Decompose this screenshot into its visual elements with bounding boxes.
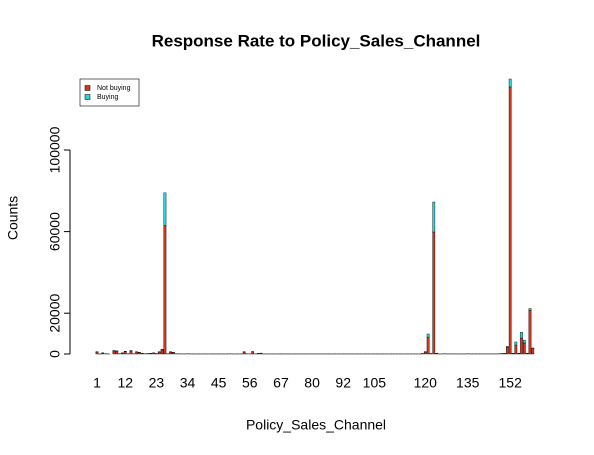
x-tick-label: 34 xyxy=(180,375,196,391)
legend-swatch xyxy=(84,85,91,91)
x-tick-label: 12 xyxy=(118,375,134,391)
bar-segment xyxy=(528,309,532,355)
x-tick-label: 23 xyxy=(149,375,165,391)
legend-box xyxy=(79,78,140,107)
x-tick-label: 56 xyxy=(242,375,258,391)
x-axis-label: Policy_Sales_Channel xyxy=(246,417,386,433)
x-tick-label: 152 xyxy=(499,375,523,391)
bar-segment xyxy=(528,308,532,311)
bar-segment xyxy=(426,333,430,338)
y-tick-label: 100000 xyxy=(47,126,63,173)
bar-segment xyxy=(508,78,512,88)
chart-title: Response Rate to Policy_Sales_Channel xyxy=(152,31,481,50)
bar-segment xyxy=(520,331,523,339)
y-axis-label: Counts xyxy=(5,196,21,240)
bar-segment xyxy=(115,350,119,355)
bar-segment xyxy=(514,341,518,346)
legend-label: Not buying xyxy=(97,85,131,92)
bar-segment xyxy=(163,225,167,355)
x-tick-label: 92 xyxy=(335,375,351,391)
x-tick-label: 1 xyxy=(93,375,101,391)
bar-segment xyxy=(506,346,509,348)
bar-segment xyxy=(95,351,99,355)
bar-segment xyxy=(423,351,427,355)
bar-segment xyxy=(123,351,127,355)
bar-segment xyxy=(522,342,526,355)
bar-segment xyxy=(135,351,138,355)
bar-segment xyxy=(508,86,512,355)
bar-segment xyxy=(531,348,535,355)
bar-segment xyxy=(157,351,161,355)
bar-segment xyxy=(520,337,523,355)
x-tick-label: 67 xyxy=(273,375,289,391)
bar-segment xyxy=(112,350,116,355)
bar-segment xyxy=(432,201,436,233)
y-tick-label: 0 xyxy=(47,350,63,358)
y-tick-label: 60000 xyxy=(47,212,63,251)
x-tick-label: 120 xyxy=(414,375,438,391)
bar-segment xyxy=(432,231,436,355)
bar-segment xyxy=(169,351,172,355)
bar-segment xyxy=(160,349,164,351)
bar-segment xyxy=(251,351,254,355)
x-tick-label: 45 xyxy=(211,375,227,391)
bar-segment xyxy=(163,192,167,226)
legend-label: Buying xyxy=(97,94,119,101)
bar-segment xyxy=(138,352,141,355)
x-tick-label: 105 xyxy=(363,375,387,391)
bar-segment xyxy=(426,336,430,355)
bar-segment xyxy=(160,349,164,355)
bar-segment xyxy=(506,346,509,355)
bar-segment xyxy=(172,352,175,355)
legend-swatch xyxy=(84,94,91,100)
bar-segment xyxy=(514,344,518,355)
bar-segment xyxy=(129,350,133,355)
bar-segment xyxy=(522,339,526,344)
x-tick-label: 80 xyxy=(304,375,320,391)
y-tick-label: 20000 xyxy=(47,294,63,333)
x-tick-label: 135 xyxy=(456,375,480,391)
bar-segment xyxy=(242,351,246,355)
